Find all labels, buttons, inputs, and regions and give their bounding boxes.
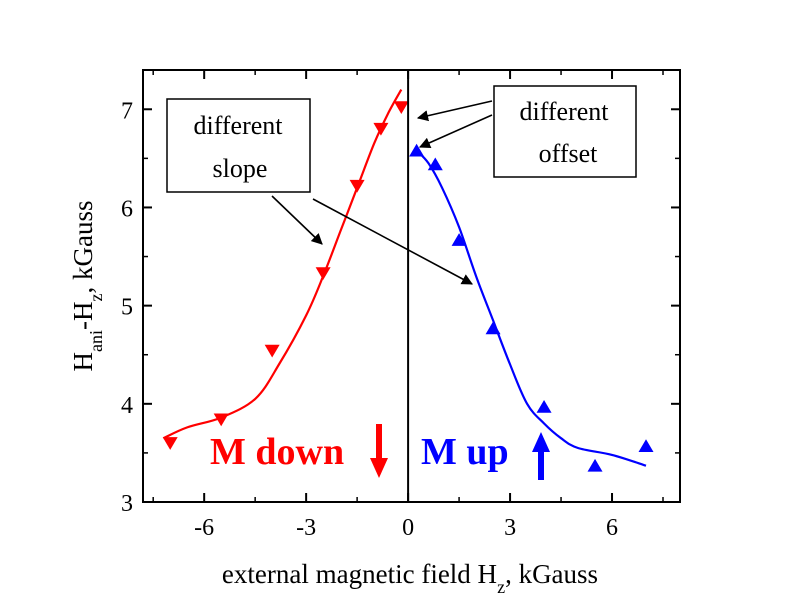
x-tick-label: 3 [504, 515, 516, 541]
slope-annotation-line1: different [193, 111, 283, 140]
y-tick-label: 4 [121, 393, 133, 419]
m-down-data-point [393, 101, 409, 115]
y-tick-label: 6 [121, 196, 133, 222]
offset-annotation-line2: offset [539, 139, 599, 168]
slope-arrow-left [271, 195, 323, 245]
m-down-data-point [349, 179, 365, 193]
m-up-data-point [409, 143, 425, 157]
m-up-label: M up [421, 431, 509, 473]
m-up-data-point [536, 400, 552, 413]
offset-annotation-line1: different [519, 97, 609, 126]
x-tick-label: -6 [194, 515, 214, 541]
m-down-data-point [213, 413, 229, 427]
offset-annotation-box [493, 85, 637, 178]
plot-frame [142, 69, 681, 503]
x-tick-label: -3 [296, 515, 316, 541]
m-down-data-point [162, 437, 178, 450]
m-down-data-point [373, 122, 389, 136]
y-tick-label: 3 [121, 491, 133, 517]
y-tick-label: 5 [121, 295, 133, 321]
m-down-data-point [264, 344, 280, 358]
slope-annotation-line2: slope [213, 154, 268, 183]
m-up-arrow-icon [532, 432, 550, 480]
m-up-data-point [587, 458, 603, 472]
slope-arrow-right [312, 198, 473, 285]
x-tick-label: 6 [606, 515, 618, 541]
m-up-data-point [638, 439, 654, 453]
m-down-label: M down [210, 431, 344, 473]
y-tick-label: 7 [121, 98, 133, 124]
x-tick-label: 0 [402, 515, 414, 541]
m-up-data-point [427, 157, 443, 171]
y-axis-label: Hani-Hz, kGauss [68, 201, 106, 372]
offset-arrow-upper [416, 100, 493, 122]
m-up-fit-line [415, 149, 647, 467]
offset-arrow-lower [418, 114, 493, 149]
x-axis-label: external magnetic field Hz, kGauss [222, 559, 598, 597]
m-up-data-point [451, 233, 467, 246]
m-down-arrow-icon [370, 424, 388, 478]
slope-annotation-box [166, 98, 311, 193]
m-down-data-point [315, 267, 331, 280]
m-up-data-point [485, 321, 501, 335]
